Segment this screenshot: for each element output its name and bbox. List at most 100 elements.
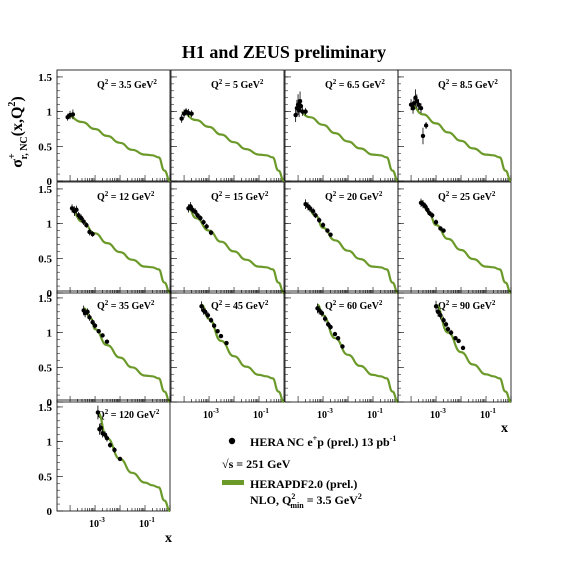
data-point xyxy=(70,112,76,117)
data-point xyxy=(107,442,113,448)
panel: Q2 = 8.5 GeV2 xyxy=(397,69,512,183)
data-point xyxy=(307,206,313,211)
q2-label: Q2 = 8.5 GeV2 xyxy=(438,78,498,91)
y-tick-label: 1.5 xyxy=(38,402,52,414)
y-tick-label: 0 xyxy=(47,506,53,518)
data-point xyxy=(202,309,208,315)
x-tick-label: 10-3 xyxy=(203,407,219,421)
y-tick-label: 0 xyxy=(47,288,53,300)
x-tick-label: 10-1 xyxy=(139,516,155,530)
y-tick-label: 1.5 xyxy=(38,72,52,84)
y-tick-label: 0 xyxy=(47,397,53,409)
data-point xyxy=(104,339,110,344)
fit-curve xyxy=(67,114,171,183)
data-point xyxy=(410,105,416,111)
panel: Q2 = 25 GeV2 xyxy=(397,181,512,295)
data-point xyxy=(224,340,229,346)
fit-curve xyxy=(295,107,399,183)
panel: 0 0.5 1 1.5 Q2 = 35 GeV2 xyxy=(38,290,171,409)
data-point xyxy=(81,219,86,224)
data-point xyxy=(435,309,441,315)
y-label-tail: (x,Q xyxy=(9,107,26,137)
y-label-close: ) xyxy=(9,96,26,101)
legend: HERA NC e+p (prel.) 13 pb-1 √s = 251 GeV… xyxy=(222,434,396,510)
x-tick-label: 10-3 xyxy=(89,516,105,530)
y-tick-label: 1.5 xyxy=(38,184,52,196)
data-point xyxy=(298,103,304,109)
data-point xyxy=(90,231,95,237)
data-point xyxy=(208,317,214,323)
data-point xyxy=(297,99,303,104)
data-point xyxy=(420,133,426,139)
data-point xyxy=(453,335,458,341)
data-point xyxy=(303,109,308,114)
q2-label: Q2 = 90 GeV2 xyxy=(438,299,496,312)
data-point xyxy=(198,215,203,221)
data-point xyxy=(445,326,451,332)
data-point xyxy=(74,207,79,212)
data-point xyxy=(423,204,428,209)
panel: 10-3 10-1 Q2 = 45 GeV2 xyxy=(170,290,285,421)
q2-label: Q2 = 15 GeV2 xyxy=(211,190,269,203)
data-point xyxy=(188,204,193,209)
q2-label: Q2 = 45 GeV2 xyxy=(211,299,269,312)
data-point xyxy=(416,102,421,107)
data-point xyxy=(96,329,101,334)
data-point xyxy=(100,333,105,338)
fit-curve xyxy=(305,203,399,295)
data-point xyxy=(433,220,439,225)
chart-title: H1 and ZEUS preliminary xyxy=(182,42,386,62)
y-label-sup: + xyxy=(7,153,18,159)
x-tick-label: 10-1 xyxy=(367,407,383,421)
data-point xyxy=(418,105,424,111)
data-point xyxy=(310,208,316,214)
legend-marker-data xyxy=(228,437,236,445)
q2-label: Q2 = 20 GeV2 xyxy=(325,190,383,203)
data-point xyxy=(316,217,322,223)
y-tick-label: 0 xyxy=(47,176,53,188)
y-tick-label: 1 xyxy=(47,437,53,449)
y-tick-label: 0.5 xyxy=(38,471,52,483)
q2-label: Q2 = 12 GeV2 xyxy=(97,190,155,203)
svg-text:σ+r, NC(x,Q2): σ+r, NC(x,Q2) xyxy=(7,96,30,167)
q2-label: Q2 = 5 GeV2 xyxy=(211,78,264,91)
y-tick-label: 1 xyxy=(47,219,53,231)
y-label-sigma: σ xyxy=(9,159,26,168)
q2-label: Q2 = 60 GeV2 xyxy=(325,299,383,312)
fit-curve xyxy=(201,303,285,404)
panel: 0 0.5 1 1.5 Q2 = 3.5 GeV2 xyxy=(38,69,171,188)
panel-grid: 0 0.5 1 1.5 Q2 = 3.5 GeV2 Q2 = 5 GeV2 Q2 = 6.5… xyxy=(38,69,512,530)
panel: Q2 = 6.5 GeV2 xyxy=(284,69,399,183)
q2-label: Q2 = 6.5 GeV2 xyxy=(325,78,385,91)
x-axis-label-right: x xyxy=(501,421,508,436)
y-tick-label: 0.5 xyxy=(38,253,52,265)
y-label-sub: r, NC xyxy=(19,136,30,159)
data-point xyxy=(433,304,439,309)
data-point xyxy=(441,228,446,233)
y-label-tail-sup: 2 xyxy=(7,102,18,107)
data-point xyxy=(179,116,184,121)
data-point xyxy=(76,213,81,218)
data-point xyxy=(319,311,325,316)
data-point xyxy=(92,323,98,328)
data-point xyxy=(215,329,220,334)
data-point xyxy=(438,313,443,318)
data-point xyxy=(112,447,117,453)
data-point xyxy=(85,309,90,315)
panel: 10-3 10-1 Q2 = 90 GeV2 xyxy=(397,290,512,421)
y-tick-label: 1 xyxy=(47,328,53,340)
data-point xyxy=(208,230,214,235)
data-point xyxy=(218,333,224,339)
legend-curve-label-1: HERAPDF2.0 (prel.) xyxy=(250,477,357,491)
data-point xyxy=(195,213,200,218)
data-point xyxy=(425,207,430,212)
data-point xyxy=(102,432,108,437)
data-point xyxy=(193,209,198,215)
y-tick-label: 1 xyxy=(47,107,53,119)
fit-curve xyxy=(317,303,399,404)
x-tick-label: 10-1 xyxy=(480,407,496,421)
data-point xyxy=(98,425,104,430)
data-point xyxy=(414,99,420,104)
data-point xyxy=(95,410,101,415)
x-tick-label: 10-3 xyxy=(430,407,446,421)
